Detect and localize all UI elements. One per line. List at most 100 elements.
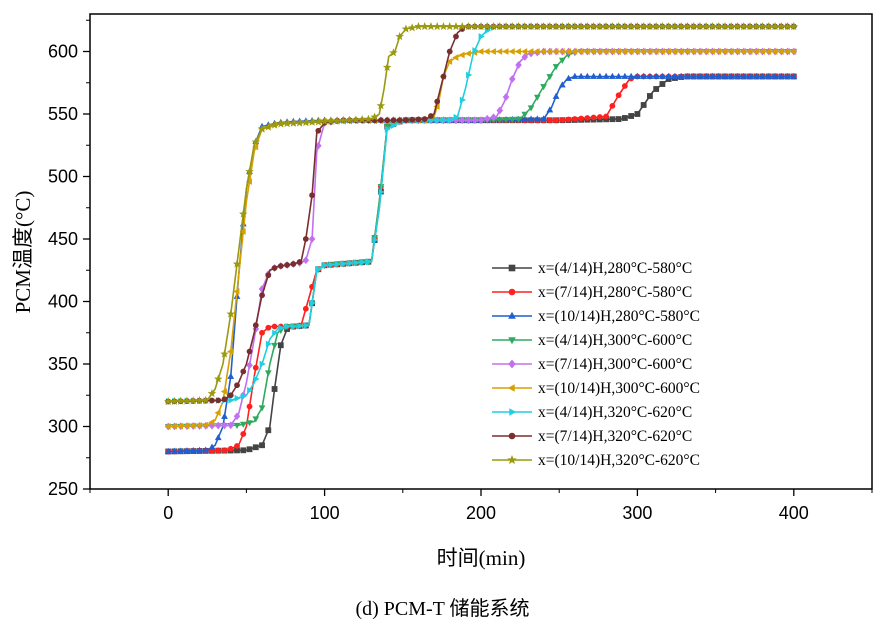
data-point	[252, 364, 259, 371]
data-point	[696, 48, 703, 55]
data-point	[401, 24, 411, 33]
data-point	[727, 72, 735, 79]
data-point	[578, 115, 584, 122]
data-point	[552, 48, 559, 55]
data-point	[740, 48, 747, 55]
data-point	[521, 115, 529, 122]
data-point	[332, 116, 342, 125]
data-point	[239, 421, 247, 428]
series-9	[163, 22, 799, 406]
data-point	[303, 322, 310, 329]
data-point	[546, 117, 553, 124]
data-point	[415, 116, 422, 123]
legend-marker	[508, 359, 516, 369]
legend-marker	[509, 408, 517, 416]
data-point	[652, 72, 660, 79]
y-axis-title: PCM温度(°C)	[11, 191, 35, 314]
legend-label: x=(10/14)H,320°C-620°C	[538, 452, 700, 469]
data-point	[384, 125, 391, 133]
data-point	[339, 116, 348, 125]
data-point	[478, 33, 485, 40]
data-point	[221, 447, 228, 454]
data-point	[440, 73, 447, 80]
data-point	[227, 392, 234, 399]
data-point	[621, 72, 629, 79]
data-point	[721, 48, 728, 55]
data-point	[240, 368, 247, 375]
data-point	[246, 348, 253, 355]
data-point	[508, 116, 516, 123]
data-point	[164, 447, 172, 454]
data-point	[251, 137, 261, 146]
x-axis-title: 时间(min)	[437, 546, 526, 570]
data-point	[659, 81, 666, 87]
data-point	[372, 236, 379, 244]
data-point	[232, 259, 242, 268]
data-point	[434, 98, 441, 105]
data-point	[207, 389, 217, 398]
y-tick-label: 250	[48, 479, 78, 499]
data-point	[502, 93, 510, 101]
legend-label: x=(4/14)H,320°C-620°C	[538, 404, 692, 421]
data-point	[270, 120, 279, 129]
data-point	[240, 392, 248, 400]
data-point	[490, 113, 497, 122]
data-point	[314, 117, 323, 126]
data-point	[565, 116, 572, 123]
legend-label: x=(4/14)H,280°C-580°C	[538, 260, 692, 277]
data-point	[608, 48, 615, 55]
y-tick-label: 350	[48, 354, 78, 374]
data-point	[414, 22, 423, 31]
data-point	[546, 74, 554, 81]
data-point	[259, 292, 265, 299]
data-point	[290, 323, 298, 330]
data-point	[221, 421, 228, 430]
data-point	[466, 71, 473, 79]
data-point	[309, 299, 316, 307]
data-point	[465, 116, 472, 125]
data-point	[202, 446, 210, 453]
data-point	[357, 115, 367, 124]
data-point	[396, 117, 403, 124]
data-point	[496, 106, 504, 115]
data-point	[464, 50, 471, 57]
data-point	[646, 72, 654, 79]
data-point	[602, 48, 609, 55]
data-point	[615, 72, 622, 79]
data-point	[439, 22, 448, 31]
data-point	[459, 96, 466, 104]
data-point	[308, 235, 316, 243]
legend-label: x=(7/14)H,280°C-580°C	[538, 284, 692, 301]
data-point	[602, 72, 610, 79]
data-point	[295, 118, 304, 127]
data-point	[659, 72, 666, 79]
data-point	[665, 72, 673, 79]
data-point	[496, 117, 504, 124]
data-point	[552, 92, 560, 99]
data-point	[395, 32, 404, 41]
data-point	[752, 72, 760, 79]
data-point	[201, 395, 210, 404]
data-point	[577, 72, 585, 79]
data-point	[434, 116, 441, 124]
series-line	[168, 25, 794, 403]
data-point	[677, 48, 684, 55]
data-point	[596, 48, 603, 55]
x-tick-label: 200	[466, 503, 496, 523]
data-point	[540, 115, 547, 122]
data-point	[471, 116, 478, 125]
data-point	[509, 75, 516, 83]
data-point	[183, 447, 191, 454]
legend-label: x=(7/14)H,300°C-600°C	[538, 356, 692, 373]
data-point	[627, 72, 635, 79]
data-point	[345, 115, 354, 124]
data-point	[714, 48, 722, 55]
series-line	[168, 25, 794, 403]
data-point	[453, 113, 460, 121]
data-point	[426, 22, 436, 31]
data-point	[264, 370, 272, 377]
data-point	[709, 72, 716, 79]
series-line	[168, 50, 794, 428]
data-point	[366, 258, 373, 266]
data-point	[289, 118, 298, 127]
